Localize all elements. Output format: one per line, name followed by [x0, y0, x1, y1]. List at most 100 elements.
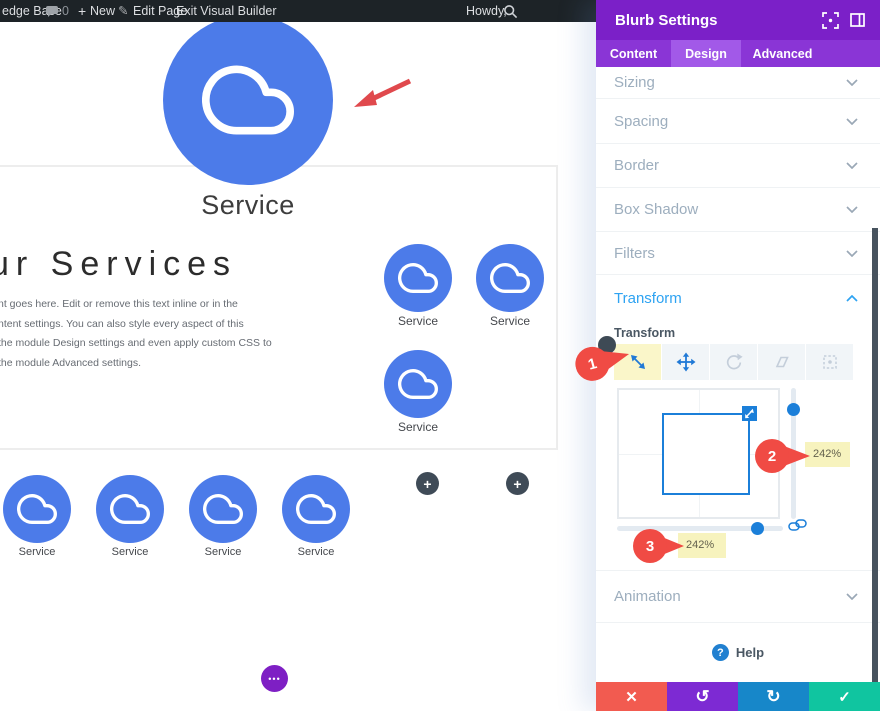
scale-x-slider-handle[interactable] — [751, 522, 764, 535]
transform-origin-button[interactable] — [806, 344, 853, 380]
body-line: the module Advanced settings. — [0, 356, 142, 369]
discard-button[interactable]: ✕ — [596, 682, 667, 711]
annotation-dot — [598, 336, 616, 354]
section-toggle-box-shadow[interactable]: Box Shadow — [596, 187, 880, 231]
row-blurb-circle[interactable] — [189, 475, 257, 543]
section-label: Spacing — [614, 112, 669, 130]
cloud-icon — [398, 258, 438, 298]
scale-icon — [630, 355, 645, 369]
section-toggle-filters[interactable]: Filters — [596, 231, 880, 274]
chevron-down-icon — [846, 162, 858, 169]
section-container — [0, 165, 558, 450]
expand-modal-icon[interactable] — [822, 12, 839, 29]
grid-blurb-title: Service — [397, 314, 438, 328]
howdy-label[interactable]: Howdy, — [466, 4, 507, 18]
section-toggle-animation[interactable]: Animation — [596, 570, 880, 622]
cloud-icon — [398, 364, 438, 404]
cloud-icon — [490, 258, 530, 298]
section-label: Transform — [614, 290, 682, 307]
snap-panel-icon[interactable] — [850, 13, 865, 27]
panel-header: Blurb Settings — [596, 0, 880, 40]
section-toggle-spacing[interactable]: Spacing — [596, 98, 880, 143]
body-text[interactable]: nt goes here. Edit or remove this text i… — [0, 295, 272, 373]
help-icon[interactable]: ? — [711, 644, 729, 661]
hero-blurb-title[interactable]: Service — [201, 190, 295, 220]
help-row: ? Help — [596, 622, 880, 682]
annotation-number: 1 — [586, 355, 598, 374]
chevron-down-icon — [846, 206, 858, 213]
comments-icon[interactable] — [46, 6, 58, 17]
resize-icon — [745, 408, 754, 419]
transform-skew-button[interactable] — [758, 344, 805, 380]
plus-icon[interactable]: + — [78, 3, 87, 19]
section-label: Sizing — [614, 74, 655, 91]
search-icon[interactable] — [503, 4, 518, 19]
hero-blurb-circle[interactable] — [163, 15, 333, 185]
scale-y-value[interactable]: 242% — [805, 442, 850, 467]
chevron-down-icon — [846, 249, 858, 257]
row-blurb-circle[interactable] — [282, 475, 350, 543]
row-blurb-title: Service — [297, 546, 335, 558]
rotate-icon — [726, 353, 743, 370]
grid-blurb-circle[interactable] — [384, 350, 452, 418]
grid-blurb-circle[interactable] — [384, 244, 452, 312]
add-module-button[interactable]: + — [416, 472, 439, 495]
pencil-icon: ✎ — [118, 4, 129, 18]
cloud-icon — [203, 489, 243, 529]
panel-title: Blurb Settings — [615, 11, 718, 29]
link-axes-icon[interactable] — [788, 518, 807, 532]
annotation-pin-1: 1 — [575, 346, 630, 381]
section-toggle-sizing[interactable]: Sizing — [596, 67, 880, 98]
body-line: the module Design settings and even appl… — [0, 337, 272, 350]
edit-page-link[interactable]: Edit Page — [133, 4, 188, 18]
chevron-up-icon — [846, 295, 858, 302]
comments-count[interactable]: 0 — [62, 4, 69, 18]
grid-blurb-title: Service — [397, 420, 438, 434]
new-link[interactable]: New — [90, 4, 116, 18]
save-button[interactable]: ✓ — [809, 682, 880, 711]
transform-field-label: Transform — [614, 326, 676, 340]
exit-visual-builder-link[interactable]: Exit Visual Builder — [176, 4, 277, 18]
transform-translate-button[interactable] — [662, 344, 709, 380]
body-line: ntent settings. You can also style every… — [0, 317, 244, 330]
section-label: Filters — [614, 244, 655, 262]
section-toggle-transform[interactable]: Transform — [596, 274, 880, 322]
tab-advanced[interactable]: Advanced — [752, 46, 813, 61]
scale-handle[interactable] — [742, 406, 757, 421]
annotation-pin-2: 2 — [755, 439, 810, 473]
page-settings-button[interactable]: ••• — [261, 665, 288, 692]
section-label: Animation — [614, 588, 681, 605]
undo-button[interactable]: ↺ — [667, 682, 738, 711]
blurb-settings-panel: Blurb Settings Content Design Advanced S… — [596, 0, 880, 711]
transform-rotate-button[interactable] — [710, 344, 757, 380]
grid-blurb-circle[interactable] — [476, 244, 544, 312]
cloud-icon — [110, 489, 150, 529]
annotation-arrow — [354, 78, 412, 107]
transform-origin-icon — [822, 355, 837, 369]
wp-admin-bar: edge Base 0 + New ✎ Edit Page Exit Visua… — [0, 0, 596, 22]
section-label: Box Shadow — [614, 201, 699, 218]
cloud-icon — [17, 489, 57, 529]
annotation-number: 3 — [646, 538, 654, 555]
transform-scale-button[interactable] — [614, 344, 661, 380]
row-blurb-circle[interactable] — [96, 475, 164, 543]
redo-button[interactable]: ↻ — [738, 682, 809, 711]
tab-content[interactable]: Content — [609, 46, 658, 61]
cloud-icon — [202, 54, 294, 146]
scaled-element-outline[interactable] — [662, 413, 750, 495]
scale-x-value[interactable]: 242% — [678, 533, 726, 558]
body-line: nt goes here. Edit or remove this text i… — [0, 298, 238, 310]
help-label[interactable]: Help — [735, 645, 765, 660]
tab-design[interactable]: Design — [671, 40, 741, 67]
panel-scrollbar[interactable] — [872, 228, 878, 682]
add-module-button[interactable]: + — [506, 472, 529, 495]
section-heading[interactable]: ur Services — [0, 245, 238, 283]
section-toggle-border[interactable]: Border — [596, 143, 880, 187]
scale-y-slider-handle[interactable] — [787, 403, 800, 416]
scale-x-slider[interactable] — [617, 526, 783, 531]
transform-toolbar — [614, 344, 853, 380]
chevron-down-icon — [846, 117, 858, 125]
row-blurb-circle[interactable] — [3, 475, 71, 543]
chevron-down-icon — [846, 593, 858, 600]
